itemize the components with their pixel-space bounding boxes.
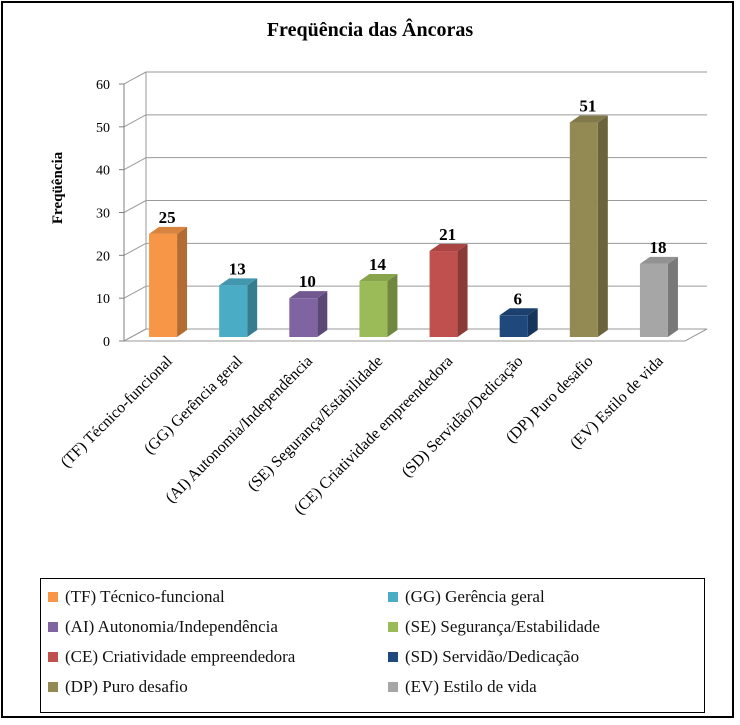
legend-label: (SE) Segurança/Estabilidade bbox=[405, 617, 600, 636]
legend-item: (TF) Técnico-funcional bbox=[48, 587, 225, 607]
bar-front bbox=[569, 122, 598, 337]
data-label: 14 bbox=[369, 255, 387, 274]
y-tick-label: 30 bbox=[96, 207, 110, 222]
bar-side bbox=[247, 278, 258, 337]
bar bbox=[289, 291, 328, 337]
legend-swatch bbox=[388, 622, 398, 632]
legend-label: (EV) Estilo de vida bbox=[405, 677, 537, 696]
bar-front bbox=[499, 315, 528, 337]
bar bbox=[149, 226, 188, 337]
gridline-diagonal bbox=[123, 157, 147, 171]
bar-side bbox=[457, 244, 468, 337]
legend-swatch bbox=[48, 622, 58, 632]
legend-item: (SE) Segurança/Estabilidade bbox=[388, 617, 600, 637]
legend-swatch bbox=[388, 652, 398, 662]
bar-top bbox=[149, 226, 188, 234]
bar-side bbox=[177, 226, 188, 337]
bar bbox=[499, 308, 538, 337]
data-label: 51 bbox=[579, 97, 596, 116]
legend-item: (SD) Servidão/Dedicação bbox=[388, 647, 579, 667]
bar-front bbox=[429, 251, 458, 337]
bar-front bbox=[219, 285, 248, 337]
legend-item: (EV) Estilo de vida bbox=[388, 677, 537, 697]
legend-swatch bbox=[388, 682, 398, 692]
gridline-diagonal bbox=[123, 328, 147, 342]
legend: (TF) Técnico-funcional (GG) Gerência gera… bbox=[40, 578, 705, 713]
legend-label: (AI) Autonomia/Independência bbox=[65, 617, 278, 636]
bar bbox=[219, 278, 258, 337]
bar bbox=[639, 256, 678, 337]
bar-top bbox=[289, 291, 328, 299]
x-tick-label: (AI) Autonomia/Independência bbox=[162, 353, 316, 507]
bar-side bbox=[317, 291, 328, 337]
plot-area: 0 10 20 30 40 50 60 25 (TF) Técnico-funcional 13 (… bbox=[58, 71, 708, 518]
legend-item: (DP) Puro desafio bbox=[48, 677, 188, 697]
legend-label: (GG) Gerência geral bbox=[405, 587, 545, 606]
data-label: 6 bbox=[513, 289, 522, 308]
bar bbox=[429, 244, 468, 337]
bar-top bbox=[499, 308, 538, 316]
data-label: 18 bbox=[649, 238, 666, 257]
gridline-diagonal bbox=[123, 200, 147, 213]
bar-side bbox=[667, 256, 678, 337]
bar-top bbox=[429, 244, 468, 252]
y-tick-label: 50 bbox=[96, 121, 110, 136]
bar-side bbox=[387, 274, 398, 337]
bar bbox=[359, 274, 398, 337]
gridline-diagonal bbox=[123, 114, 147, 128]
legend-item: (CE) Criatividade empreendedora bbox=[48, 647, 295, 667]
floor bbox=[123, 328, 708, 342]
y-axis-label: Freqüência bbox=[50, 151, 66, 224]
legend-swatch bbox=[48, 592, 58, 602]
legend-swatch bbox=[388, 592, 398, 602]
data-label: 25 bbox=[159, 208, 176, 227]
x-tick-label: (TF) Técnico-funcional bbox=[58, 352, 177, 471]
legend-label: (TF) Técnico-funcional bbox=[65, 587, 225, 606]
bar-front bbox=[639, 263, 668, 337]
legend-item: (AI) Autonomia/Independência bbox=[48, 617, 278, 637]
bar-front bbox=[359, 281, 388, 337]
gridline-diagonal bbox=[123, 71, 147, 85]
y-tick-label: 40 bbox=[96, 164, 110, 179]
legend-item: (GG) Gerência geral bbox=[388, 587, 545, 607]
legend-label: (DP) Puro desafio bbox=[65, 677, 188, 696]
legend-swatch bbox=[48, 682, 58, 692]
legend-label: (CE) Criatividade empreendedora bbox=[65, 647, 296, 666]
y-tick-label: 10 bbox=[96, 292, 110, 307]
x-tick-label: (SE) Segurança/Estabilidade bbox=[244, 353, 386, 495]
bar-top bbox=[569, 115, 608, 123]
bar-top bbox=[639, 256, 678, 264]
bar bbox=[569, 115, 608, 337]
y-tick-label: 0 bbox=[103, 335, 110, 350]
y-tick-label: 60 bbox=[96, 78, 110, 93]
bar-front bbox=[149, 233, 178, 337]
data-label: 10 bbox=[299, 272, 316, 291]
gridline-diagonal bbox=[123, 285, 147, 299]
bar-top bbox=[219, 278, 258, 286]
data-label: 13 bbox=[229, 259, 246, 278]
legend-swatch bbox=[48, 652, 58, 662]
bar-top bbox=[359, 274, 398, 282]
bar-side bbox=[527, 308, 538, 337]
legend-label: (SD) Servidão/Dedicação bbox=[405, 647, 580, 666]
y-tick-label: 20 bbox=[96, 249, 110, 264]
x-tick-label: (SD) Servidão/Dedicação bbox=[399, 353, 527, 481]
gridline-diagonal bbox=[123, 242, 147, 256]
data-label: 21 bbox=[439, 225, 456, 244]
bar-front bbox=[289, 298, 318, 337]
chart-title: Freqüência das Âncoras bbox=[267, 17, 474, 41]
bar-side bbox=[597, 115, 608, 337]
